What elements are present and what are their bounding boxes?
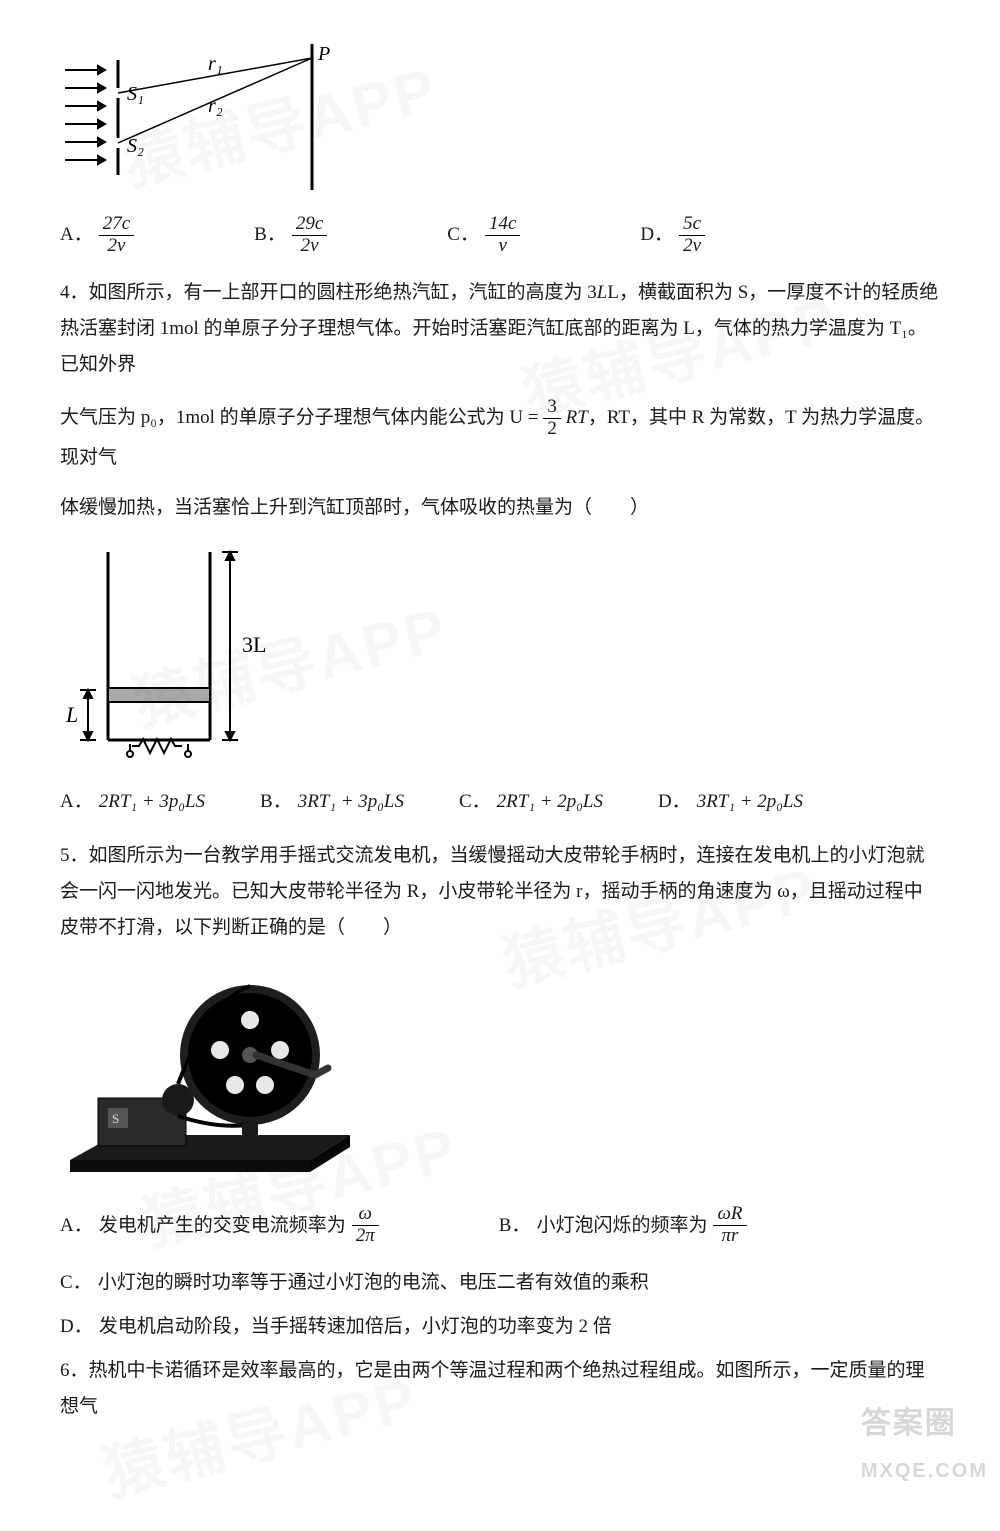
fraction: 14c v	[485, 214, 520, 257]
label-r2: r₂	[208, 95, 223, 117]
q3-option-c[interactable]: C． 14c v	[447, 214, 520, 257]
q6-stem: 6．热机中卡诺循环是效率最高的，它是由两个等温过程和两个绝热过程组成。如图所示，…	[60, 1353, 940, 1425]
svg-text:S: S	[112, 1111, 119, 1126]
q5-number: 5．	[60, 845, 89, 866]
fraction: 27c 2v	[99, 214, 134, 257]
q4-options: A． 2RT₁ + 3p₀LS B． 3RT₁ + 3p₀LS C． 2RT₁ …	[60, 784, 940, 820]
label-s2: S₂	[127, 135, 144, 157]
fraction: 32	[543, 397, 561, 440]
double-slit-diagram: S₁ S₂ r₁ r₂ P	[60, 40, 330, 200]
q4-stem: 4．如图所示，有一上部开口的圆柱形绝热汽缸，汽缸的高度为 3LL，横截面积为 S…	[60, 275, 940, 383]
q4-option-c[interactable]: C． 2RT₁ + 2p₀LS	[459, 784, 603, 820]
label-s1: S₁	[127, 83, 144, 105]
option-label: C．	[60, 1265, 92, 1301]
label-l: L	[65, 702, 78, 727]
q5-option-d[interactable]: D． 发电机启动阶段，当手摇转速加倍后，小灯泡的功率变为 2 倍	[60, 1309, 940, 1345]
q3-option-d[interactable]: D． 5c 2v	[640, 214, 705, 257]
option-label: B．	[499, 1208, 531, 1244]
option-label: A．	[60, 1208, 93, 1244]
q6-number: 6．	[60, 1360, 89, 1381]
q3-figure: S₁ S₂ r₁ r₂ P	[60, 40, 940, 200]
q4-option-b[interactable]: B． 3RT₁ + 3p₀LS	[260, 784, 404, 820]
option-label: D．	[640, 217, 673, 253]
q4-stem-2: 大气压为 p₀，1mol 的单原子分子理想气体内能公式为 U = 32 RT，R…	[60, 397, 940, 476]
option-label: C．	[459, 784, 491, 820]
q4-stem-3: 体缓慢加热，当活塞恰上升到汽缸顶部时，气体吸收的热量为（ ）	[60, 490, 940, 526]
q3-option-a[interactable]: A． 27c 2v	[60, 214, 134, 257]
option-label: B．	[254, 217, 286, 253]
option-label: D．	[658, 784, 691, 820]
option-label: B．	[260, 784, 292, 820]
label-3l: 3L	[242, 632, 266, 657]
q5-option-b[interactable]: B． 小灯泡闪烁的频率为 ωR πr	[499, 1204, 747, 1247]
q5-options: A． 发电机产生的交变电流频率为 ω 2π B． 小灯泡闪烁的频率为 ωR πr…	[60, 1204, 940, 1345]
option-label: A．	[60, 784, 93, 820]
label-p: P	[317, 43, 330, 65]
q5-option-c[interactable]: C． 小灯泡的瞬时功率等于通过小灯泡的电流、电压二者有效值的乘积	[60, 1265, 940, 1301]
q4-option-a[interactable]: A． 2RT₁ + 3p₀LS	[60, 784, 205, 820]
q5-figure: S	[60, 960, 940, 1190]
fraction: 5c 2v	[679, 214, 705, 257]
q3-options: A． 27c 2v B． 29c 2v C． 14c v D． 5c 2v	[60, 214, 940, 257]
generator-diagram: S	[60, 960, 360, 1190]
fraction: ω 2π	[352, 1204, 379, 1247]
q4-number: 4．	[60, 282, 89, 303]
option-label: A．	[60, 217, 93, 253]
q3-option-b[interactable]: B． 29c 2v	[254, 214, 327, 257]
q5-option-a[interactable]: A． 发电机产生的交变电流频率为 ω 2π	[60, 1204, 379, 1247]
corner-watermark: 答案圈 MXQE.COM	[861, 1395, 988, 1490]
fraction: 29c 2v	[292, 214, 327, 257]
option-label: C．	[447, 217, 479, 253]
label-r1: r₁	[208, 53, 223, 75]
q5-stem: 5．如图所示为一台教学用手摇式交流发电机，当缓慢摇动大皮带轮手柄时，连接在发电机…	[60, 838, 940, 946]
q4-option-d[interactable]: D． 3RT₁ + 2p₀LS	[658, 784, 803, 820]
fraction: ωR πr	[713, 1204, 746, 1247]
q4-figure: 3L L	[60, 540, 940, 770]
option-label: D．	[60, 1309, 93, 1345]
cylinder-diagram: 3L L	[60, 540, 300, 770]
